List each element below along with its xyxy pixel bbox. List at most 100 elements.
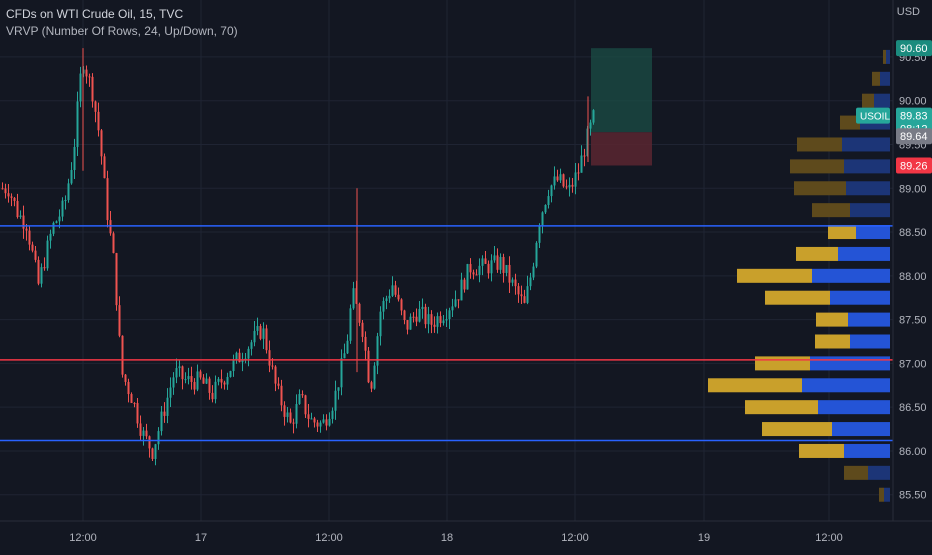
time-tick-label: 17 — [195, 532, 207, 544]
candle-body — [424, 306, 427, 325]
candle-body — [157, 431, 160, 445]
grid-layer — [0, 0, 893, 521]
time-axis[interactable]: 12:00 17 12:00 18 12:00 19 12:00 — [0, 520, 932, 544]
stop-price-badge: 89.26 — [900, 160, 928, 172]
candle-body — [547, 196, 550, 205]
candle-body — [163, 411, 166, 416]
candle-body — [28, 230, 31, 245]
candle-body — [592, 110, 595, 123]
vp-row-down — [844, 465, 868, 480]
candle-body — [55, 221, 58, 223]
candle-body — [139, 423, 142, 436]
candle-body — [313, 418, 316, 423]
candle-body — [307, 414, 310, 419]
time-tick-label: 18 — [441, 532, 453, 544]
candle-body — [343, 353, 346, 359]
candle-body — [580, 155, 583, 173]
long-target-zone — [591, 48, 652, 133]
candle-body — [61, 200, 64, 217]
price-tick-label: 86.00 — [899, 446, 927, 458]
candle-body — [322, 419, 325, 423]
vp-row-up — [838, 246, 890, 261]
candle-body — [292, 422, 295, 424]
candle-body — [325, 419, 328, 426]
candle-body — [118, 305, 121, 336]
candle-body — [169, 387, 172, 398]
candle-body — [229, 371, 232, 377]
candle-body — [220, 378, 223, 383]
vp-row-up — [810, 356, 890, 371]
candles-layer[interactable] — [1, 48, 595, 466]
candle-body — [577, 172, 580, 174]
vp-row-down — [762, 422, 832, 437]
candle-body — [319, 422, 322, 427]
candle-body — [70, 169, 73, 184]
price-tick-label: 88.00 — [899, 271, 927, 283]
candle-body — [79, 73, 82, 102]
candle-body — [109, 220, 112, 234]
candle-body — [298, 394, 301, 405]
price-tick-label: 88.50 — [899, 227, 927, 239]
price-axis[interactable]: 85.50 86.00 86.50 87.00 87.50 88.00 88.50 89.00… — [892, 0, 927, 521]
candle-body — [445, 319, 448, 321]
candle-body — [463, 279, 466, 290]
vp-row-up — [844, 443, 890, 458]
candle-body — [472, 272, 475, 275]
candle-body — [430, 314, 433, 325]
candle-body — [361, 322, 364, 337]
candle-body — [517, 286, 520, 295]
vp-row-down — [815, 334, 850, 349]
candle-body — [379, 311, 382, 337]
candle-body — [52, 222, 55, 234]
vp-row-up — [868, 465, 890, 480]
candle-body — [403, 310, 406, 321]
vp-row-down — [797, 137, 842, 152]
candle-body — [37, 259, 40, 284]
candle-body — [127, 381, 130, 395]
horizontal-lines[interactable] — [0, 225, 893, 442]
vp-row-up — [886, 49, 890, 64]
candle-body — [559, 174, 562, 181]
candle-body — [532, 266, 535, 278]
candle-body — [154, 444, 157, 459]
candle-body — [388, 295, 391, 299]
candle-body — [358, 303, 361, 323]
vp-row-up — [812, 268, 890, 283]
candle-body — [523, 296, 526, 303]
candle-body — [10, 196, 13, 198]
candle-body — [214, 381, 217, 400]
candle-body — [565, 186, 568, 188]
chart-title[interactable]: CFDs on WTI Crude Oil, 15, TVC — [6, 7, 184, 21]
candle-body — [85, 69, 88, 77]
time-tick-label: 19 — [698, 532, 710, 544]
vp-row-up — [850, 334, 890, 349]
candle-body — [124, 374, 127, 382]
candle-body — [133, 403, 136, 405]
time-tick-label: 12:00 — [69, 532, 97, 544]
candle-body — [346, 340, 349, 354]
vp-row-up — [844, 159, 890, 174]
indicator-legend[interactable]: VRVP (Number Of Rows, 24, Up/Down, 70) — [6, 24, 238, 38]
vp-row-up — [884, 487, 890, 502]
candle-body — [562, 174, 565, 187]
vp-row-up — [842, 137, 890, 152]
vp-row-down — [796, 246, 838, 261]
vp-row-up — [850, 203, 890, 218]
vp-row-down — [745, 400, 818, 415]
candle-body — [190, 376, 193, 382]
candle-body — [373, 365, 376, 389]
candle-body — [151, 448, 154, 459]
candle-body — [49, 233, 52, 241]
candle-body — [40, 267, 43, 284]
candle-body — [34, 250, 37, 260]
candle-body — [100, 130, 103, 157]
price-tick-label: 87.00 — [899, 358, 927, 370]
price-tick-label: 90.00 — [899, 96, 927, 108]
candle-body — [334, 390, 337, 411]
candle-body — [418, 309, 421, 322]
vp-row-down — [794, 181, 846, 196]
candle-body — [490, 260, 493, 274]
